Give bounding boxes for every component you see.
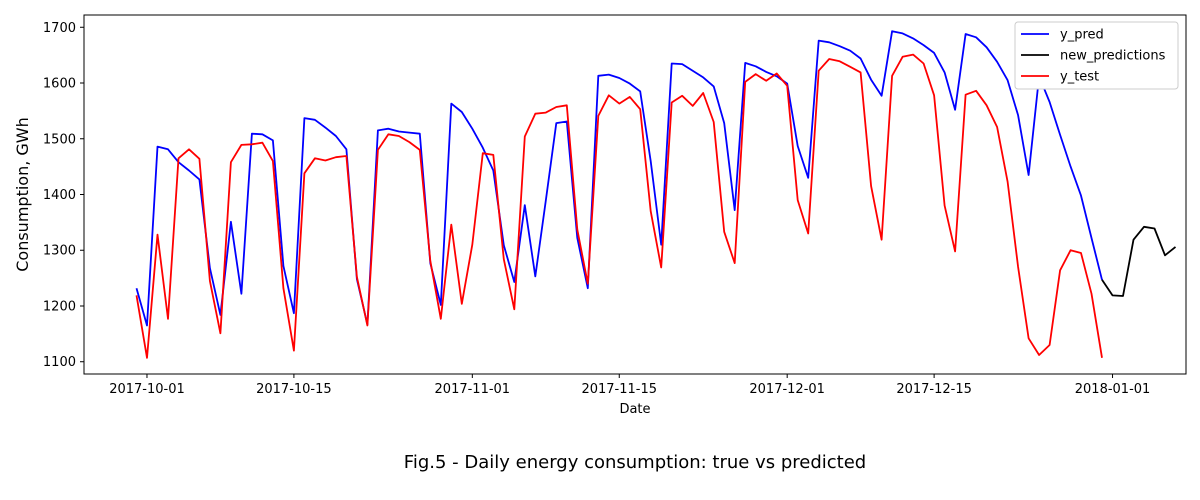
x-tick-label: 2017-11-15 [581, 382, 657, 397]
series-line-new-predictions [1101, 225, 1177, 297]
y-tick-label: 1200 [43, 299, 76, 314]
y-tick-label: 1400 [43, 188, 76, 203]
y-tick-label: 1500 [43, 132, 76, 147]
series-line-y-pred [135, 30, 1103, 327]
legend-label-y-pred: y_pred [1060, 28, 1104, 43]
x-tick-label: 2017-10-01 [109, 382, 185, 397]
x-tick-label: 2017-10-15 [256, 382, 332, 397]
y-tick-label: 1700 [43, 21, 76, 36]
legend-box [1014, 21, 1179, 90]
x-tick-label: 2017-11-01 [435, 382, 511, 397]
x-tick-label: 2017-12-01 [749, 382, 825, 397]
y-tick-label: 1600 [43, 77, 76, 92]
plot-area: 2017-10-01 2017-10-15 2017-11-01 2017-11-15… [13, 14, 1187, 417]
y-axis-title: Consumption, GWh [13, 117, 32, 272]
legend-label-new-predictions: new_predictions [1060, 49, 1166, 64]
figure-caption: Fig.5 - Daily energy consumption: true v… [403, 452, 867, 473]
y-tick-label: 1100 [43, 355, 76, 370]
x-tick-label: 2018-01-01 [1075, 382, 1151, 397]
legend: y_pred new_predictions y_test [1014, 21, 1179, 90]
x-tick-label: 2017-12-15 [896, 382, 972, 397]
series-line-y-test [135, 53, 1103, 359]
x-axis-title: Date [619, 402, 650, 417]
y-tick-label: 1300 [43, 244, 76, 259]
legend-label-y-test: y_test [1060, 70, 1099, 85]
